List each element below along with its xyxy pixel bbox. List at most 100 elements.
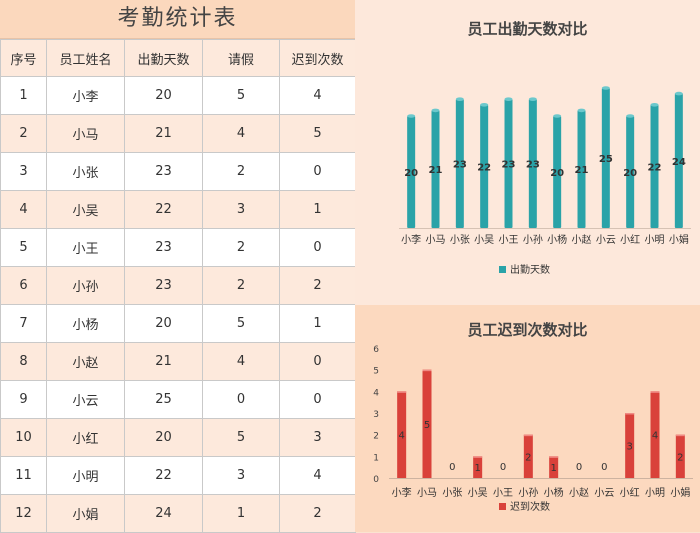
attendance-category-label: 小娟 <box>669 233 689 246</box>
attendance-bar <box>504 99 513 228</box>
attendance-bar <box>601 88 610 228</box>
late-category-label: 小红 <box>620 486 640 499</box>
late-y-tick-label: 5 <box>373 367 379 377</box>
cell-leave: 4 <box>202 342 280 381</box>
table-title: 考勤统计表 <box>0 0 355 39</box>
late-category-label: 小孙 <box>518 486 538 499</box>
attendance-table: 序号 员工姓名 出勤天数 请假 迟到次数 1 小李 20 5 4 2 小马 21 4 5 3 小张 23… <box>0 39 356 533</box>
late-bar <box>523 434 533 478</box>
attendance-bar-cap <box>455 97 464 101</box>
late-category-label: 小赵 <box>569 486 589 499</box>
cell-late-count: 5 <box>279 114 356 153</box>
late-bar-top <box>650 391 660 393</box>
attendance-legend-label: 出勤天数 <box>510 263 550 276</box>
late-bar-top <box>675 434 685 437</box>
cell-leave: 3 <box>202 456 280 495</box>
cell-name: 小王 <box>46 228 125 267</box>
cell-index: 12 <box>0 494 47 533</box>
late-y-tick-label: 1 <box>373 453 379 463</box>
attendance-bar-cap <box>504 97 513 101</box>
attendance-bar-cap <box>650 103 659 107</box>
cell-leave: 5 <box>202 418 280 457</box>
cell-leave: 5 <box>202 304 280 343</box>
cell-leave: 1 <box>202 494 280 533</box>
table-row: 9 小云 25 0 0 <box>0 380 356 419</box>
table-row: 11 小明 22 3 4 <box>0 456 356 495</box>
header-late-count: 迟到次数 <box>279 39 356 77</box>
late-data-label: 0 <box>500 462 506 473</box>
late-data-label: 4 <box>398 431 404 442</box>
attendance-bar <box>480 104 489 228</box>
attendance-chart-title: 员工出勤天数对比 <box>467 20 588 38</box>
attendance-bar-cap <box>480 103 489 107</box>
late-category-label: 小李 <box>392 486 412 499</box>
late-legend-label: 迟到次数 <box>510 500 550 513</box>
table-header-row: 序号 员工姓名 出勤天数 请假 迟到次数 <box>0 39 356 77</box>
attendance-bar <box>455 99 464 228</box>
attendance-category-label: 小吴 <box>474 234 494 246</box>
cell-index: 11 <box>0 456 47 495</box>
attendance-data-label: 24 <box>672 157 686 168</box>
table-row: 8 小赵 21 4 0 <box>0 342 356 381</box>
cell-name: 小红 <box>46 418 125 457</box>
attendance-bar-cap <box>601 86 610 90</box>
cell-attendance-days: 22 <box>124 190 203 229</box>
late-chart-title: 员工迟到次数对比 <box>467 321 588 339</box>
late-category-label: 小张 <box>442 487 462 499</box>
header-attendance-days: 出勤天数 <box>124 39 203 77</box>
cell-leave: 0 <box>202 380 280 419</box>
cell-attendance-days: 23 <box>124 152 203 191</box>
attendance-bar-cap <box>407 114 416 118</box>
late-category-label: 小马 <box>417 487 437 499</box>
cell-name: 小赵 <box>46 342 125 381</box>
cell-name: 小马 <box>46 114 125 153</box>
late-data-label: 3 <box>626 442 632 453</box>
attendance-data-label: 21 <box>575 165 589 176</box>
attendance-data-label: 20 <box>404 168 418 179</box>
late-data-label: 2 <box>677 452 683 463</box>
attendance-bar <box>431 110 440 228</box>
attendance-legend-swatch <box>499 266 506 273</box>
late-bar-top <box>625 413 635 415</box>
late-data-label: 4 <box>652 431 658 442</box>
cell-index: 2 <box>0 114 47 153</box>
cell-late-count: 0 <box>279 380 356 419</box>
cell-index: 1 <box>0 76 47 115</box>
attendance-chart: 20 小李 21 小马 23 小张 22 小吴 23 小王 23 小孙 20 小杨 21 小赵 25 小云 20 小红… <box>399 86 691 276</box>
attendance-bar <box>650 104 659 228</box>
late-data-label: 0 <box>449 462 455 473</box>
cell-leave: 4 <box>202 114 280 153</box>
attendance-bar <box>528 99 537 228</box>
attendance-data-label: 23 <box>526 160 540 171</box>
late-bar <box>549 456 559 478</box>
cell-index: 7 <box>0 304 47 343</box>
header-index: 序号 <box>0 39 47 77</box>
late-bar <box>422 369 432 478</box>
late-data-label: 1 <box>474 463 480 474</box>
attendance-bar-cap <box>431 108 440 113</box>
late-bar-top <box>549 456 559 458</box>
header-leave: 请假 <box>202 39 280 77</box>
cell-attendance-days: 23 <box>124 228 203 267</box>
cell-late-count: 0 <box>279 228 356 267</box>
attendance-category-label: 小杨 <box>547 233 567 246</box>
late-chart: 0 1 2 3 4 5 6 4 小李 5 小马 0 小张 1 小吴 0 小王 2 小孙 1 小杨 0 小赵 0 小云 3 小红 4 小明… <box>373 345 693 513</box>
cell-name: 小云 <box>46 380 125 419</box>
cell-index: 5 <box>0 228 47 267</box>
cell-attendance-days: 22 <box>124 456 203 495</box>
attendance-category-label: 小红 <box>620 233 640 246</box>
late-bar-top <box>422 369 432 372</box>
cell-late-count: 2 <box>279 266 356 305</box>
attendance-bar <box>553 116 562 228</box>
late-y-tick-label: 3 <box>373 410 379 420</box>
late-category-label: 小云 <box>594 487 614 499</box>
late-category-label: 小王 <box>493 487 513 499</box>
late-data-label: 0 <box>576 462 582 473</box>
attendance-bar-cap <box>674 91 683 96</box>
attendance-data-label: 25 <box>599 154 613 165</box>
attendance-bar-cap <box>626 114 635 118</box>
attendance-category-label: 小赵 <box>572 233 592 246</box>
late-category-label: 小明 <box>645 487 665 499</box>
cell-name: 小娟 <box>46 494 125 533</box>
late-data-label: 5 <box>424 420 430 431</box>
